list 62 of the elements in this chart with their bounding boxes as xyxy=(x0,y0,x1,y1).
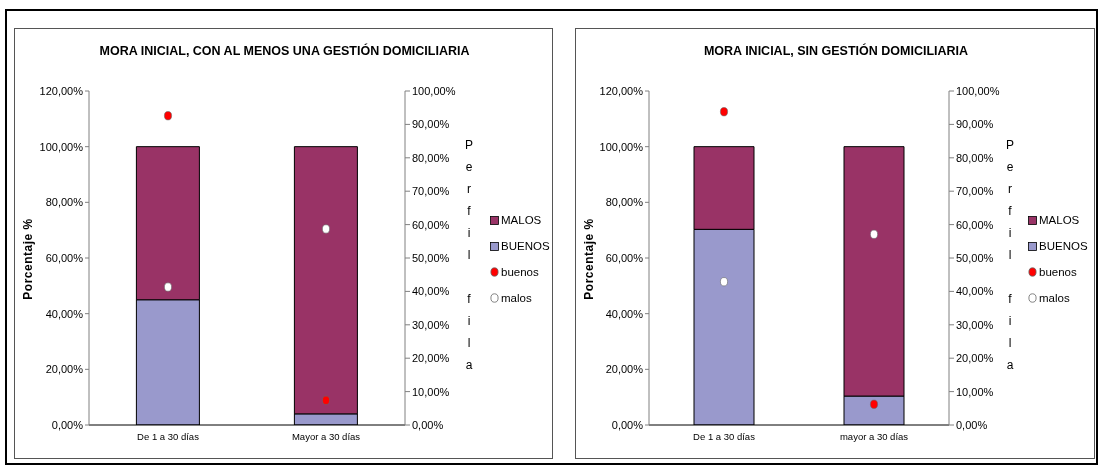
y2-tick-label: 10,00% xyxy=(412,385,450,398)
y-tick-label: 40,00% xyxy=(605,307,644,320)
y-tick-label: 100,00% xyxy=(599,140,644,153)
point xyxy=(720,277,728,287)
y2-tick-label: 60,00% xyxy=(956,218,994,231)
point xyxy=(164,111,172,121)
y-tick-label: 40,00% xyxy=(45,307,84,320)
y2-tick-label: 100,00% xyxy=(956,84,1000,97)
y2-tick-label: 50,00% xyxy=(412,251,450,264)
y2-tick-label: 90,00% xyxy=(412,118,450,131)
y2-tick-label: 10,00% xyxy=(956,385,994,398)
point xyxy=(322,224,330,234)
y2-tick-label: 20,00% xyxy=(956,352,994,365)
y-tick-label: 60,00% xyxy=(605,251,644,264)
point xyxy=(322,395,330,405)
chart-title: MORA INICIAL, SIN GESTIÓN DOMICILIARIA xyxy=(702,44,970,58)
x-tick-label: De 1 a 30 días xyxy=(693,430,756,442)
legend-label: buenos xyxy=(1039,266,1077,278)
y-tick-label: 100,00% xyxy=(39,140,84,153)
legend-label: MALOS xyxy=(1039,214,1080,226)
point xyxy=(164,282,172,292)
x-tick-label: De 1 a 30 días xyxy=(137,430,200,442)
point xyxy=(870,399,878,409)
y-tick-label: 80,00% xyxy=(605,196,644,209)
y2-axis-title: Perfil fila xyxy=(462,138,476,380)
y2-tick-label: 40,00% xyxy=(956,285,994,298)
point xyxy=(870,229,878,239)
y2-tick-label: 40,00% xyxy=(412,285,450,298)
point xyxy=(720,107,728,117)
y2-tick-label: 80,00% xyxy=(412,151,450,164)
y-tick-label: 120,00% xyxy=(39,84,84,97)
y-axis-title: Porcentaje % xyxy=(21,218,35,300)
x-tick-label: Mayor a 30 días xyxy=(291,430,361,442)
y2-tick-label: 30,00% xyxy=(412,318,450,331)
y-tick-label: 0,00% xyxy=(51,418,84,431)
y2-tick-label: 60,00% xyxy=(412,218,450,231)
y2-axis-title: Perfil fila xyxy=(1003,138,1017,380)
y2-tick-label: 100,00% xyxy=(412,84,456,97)
y2-tick-label: 20,00% xyxy=(412,352,450,365)
y2-tick-label: 0,00% xyxy=(412,418,444,431)
y-tick-label: 20,00% xyxy=(605,363,644,376)
y-tick-label: 120,00% xyxy=(599,84,644,97)
legend-label: buenos xyxy=(501,266,539,278)
y2-tick-label: 0,00% xyxy=(956,418,988,431)
legend-label: BUENOS xyxy=(501,240,550,252)
y-tick-label: 0,00% xyxy=(611,418,644,431)
y-axis-title: Porcentaje % xyxy=(582,218,596,300)
y2-tick-label: 70,00% xyxy=(956,185,994,198)
legend-label: malos xyxy=(501,292,532,304)
y-tick-label: 80,00% xyxy=(45,196,84,209)
y2-tick-label: 90,00% xyxy=(956,118,994,131)
y2-tick-label: 80,00% xyxy=(956,151,994,164)
y-tick-label: 60,00% xyxy=(45,251,84,264)
y-tick-label: 20,00% xyxy=(45,363,84,376)
legend-label: BUENOS xyxy=(1039,240,1088,252)
legend-label: malos xyxy=(1039,292,1070,304)
legend-label: MALOS xyxy=(501,214,542,226)
x-tick-label: mayor a 30 días xyxy=(839,430,909,442)
y2-tick-label: 30,00% xyxy=(956,318,994,331)
y2-tick-label: 70,00% xyxy=(412,185,450,198)
chart-title: MORA INICIAL, CON AL MENOS UNA GESTIÓN DOMICILIARIA xyxy=(98,44,471,58)
y2-tick-label: 50,00% xyxy=(956,251,994,264)
